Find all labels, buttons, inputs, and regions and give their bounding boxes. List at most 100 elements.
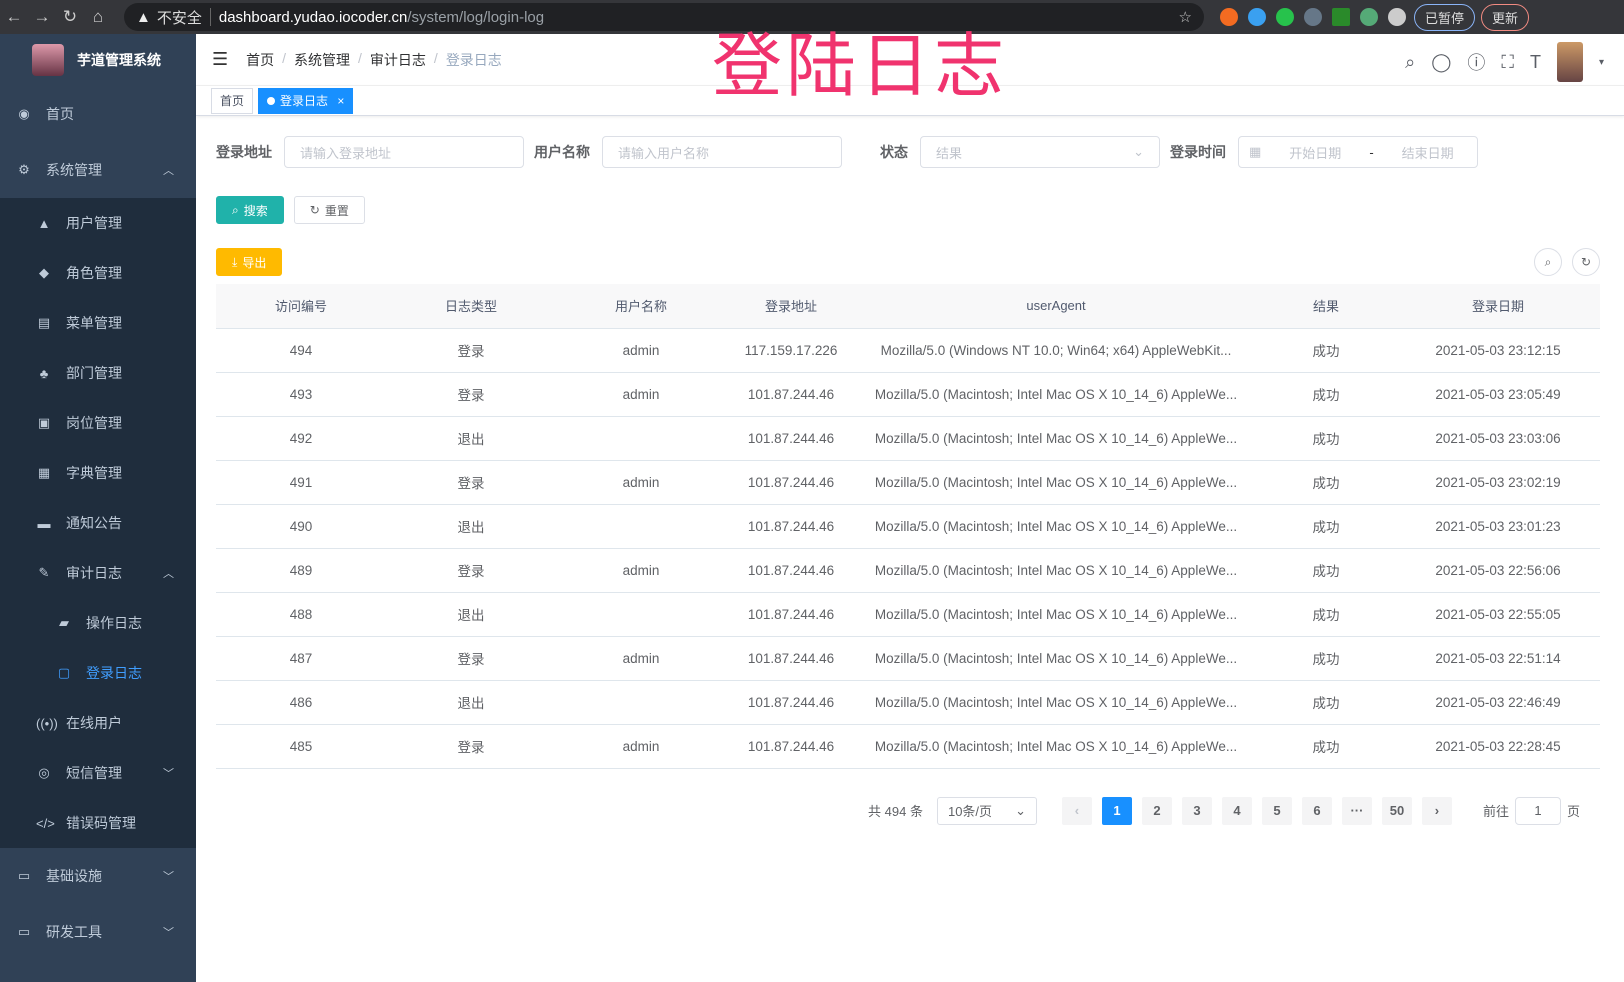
table-row[interactable]: 489 登录 admin 101.87.244.46 Mozilla/5.0 (Maci…	[216, 548, 1600, 593]
page-button[interactable]: 3	[1181, 796, 1212, 825]
table-row[interactable]: 493 登录 admin 101.87.244.46 Mozilla/5.0 (Maci…	[216, 372, 1600, 417]
close-icon[interactable]: ×	[337, 93, 345, 108]
next-page-button[interactable]: ›	[1421, 796, 1452, 825]
page-button[interactable]: 2	[1141, 796, 1172, 825]
table-row[interactable]: 485 登录 admin 101.87.244.46 Mozilla/5.0 (Maci…	[216, 724, 1600, 769]
sidebar-item-sms[interactable]: ◎ 短信管理 ﹀	[0, 748, 196, 798]
sidebar-item-login-log[interactable]: ▢ 登录日志	[0, 648, 196, 698]
table-cell: 101.87.244.46	[726, 724, 856, 769]
table-cell: 成功	[1256, 592, 1396, 637]
address-bar[interactable]: ▲ 不安全 dashboard.yudao.iocoder.cn/system/…	[124, 3, 1204, 31]
breadcrumb-item: 登录日志	[445, 51, 502, 68]
toggle-search-button[interactable]: ⌕	[1534, 248, 1562, 276]
table-cell: 登录	[386, 548, 556, 593]
breadcrumb-item[interactable]: 系统管理	[294, 51, 351, 68]
tag-login-log[interactable]: 登录日志 ×	[258, 87, 354, 114]
table-row[interactable]: 487 登录 admin 101.87.244.46 Mozilla/5.0 (Maci…	[216, 636, 1600, 681]
page-button[interactable]: ···	[1341, 796, 1372, 825]
prev-page-button[interactable]: ‹	[1061, 796, 1092, 825]
update-button[interactable]: 更新	[1481, 3, 1530, 31]
table-row[interactable]: 488 退出 101.87.244.46 Mozilla/5.0 (Macintosh…	[216, 592, 1600, 637]
table-cell: Mozilla/5.0 (Macintosh; Intel Mac OS X 1…	[856, 636, 1256, 681]
page-button[interactable]: 5	[1261, 796, 1292, 825]
puzzle-icon[interactable]	[1388, 8, 1406, 26]
bookmark-star-icon[interactable]: ☆	[1178, 9, 1192, 26]
hamburger-icon[interactable]: ☰	[212, 49, 229, 69]
search-icon[interactable]: ⌕	[1405, 51, 1416, 72]
reset-button[interactable]: ↻ 重置	[293, 196, 365, 224]
table-cell: 退出	[386, 416, 556, 461]
sidebar-item-menu[interactable]: ▤ 菜单管理	[0, 298, 196, 348]
page-button[interactable]: 4	[1221, 796, 1252, 825]
refresh-button[interactable]: ↻	[1572, 248, 1600, 276]
address-input[interactable]: 请输入登录地址	[284, 136, 524, 168]
table-cell: admin	[556, 372, 726, 417]
sidebar-item-role[interactable]: ◆ 角色管理	[0, 248, 196, 298]
github-icon[interactable]: ◯	[1431, 51, 1452, 72]
sidebar-item-online[interactable]: ((•)) 在线用户	[0, 698, 196, 748]
table-cell: 488	[216, 592, 386, 637]
search-button[interactable]: ⌕ 搜索	[216, 196, 284, 224]
sidebar-item-error-code[interactable]: </> 错误码管理	[0, 798, 196, 848]
breadcrumb-item[interactable]: 审计日志	[369, 51, 426, 68]
font-size-icon[interactable]: T	[1529, 51, 1541, 72]
forward-icon[interactable]: →	[33, 7, 51, 26]
table-cell	[556, 416, 726, 461]
question-icon[interactable]: ⓘ	[1467, 53, 1486, 73]
table-row[interactable]: 490 退出 101.87.244.46 Mozilla/5.0 (Macintosh…	[216, 504, 1600, 549]
extension-icon[interactable]	[1360, 8, 1378, 26]
extension-icon[interactable]	[1276, 8, 1294, 26]
app-logo[interactable]: 芋道管理系统	[0, 34, 196, 86]
profile-button[interactable]: 已暂停	[1414, 3, 1476, 31]
date-range-picker[interactable]: ▦ 开始日期 - 结束日期	[1238, 136, 1478, 168]
extension-icon[interactable]	[1220, 8, 1238, 26]
table-cell: Mozilla/5.0 (Macintosh; Intel Mac OS X 1…	[856, 592, 1256, 637]
table-cell: 2021-05-03 23:05:49	[1396, 372, 1600, 417]
table-row[interactable]: 494 登录 admin 117.159.17.226 Mozilla/5.0 (Win…	[216, 328, 1600, 373]
logininfor-icon: ▢	[57, 665, 71, 680]
table-row[interactable]: 486 退出 101.87.244.46 Mozilla/5.0 (Macintosh…	[216, 680, 1600, 725]
table-cell: admin	[556, 460, 726, 505]
table-row[interactable]: 491 登录 admin 101.87.244.46 Mozilla/5.0 (Maci…	[216, 460, 1600, 505]
sidebar-item-tool[interactable]: ▭ 研发工具 ﹀	[0, 904, 196, 960]
reload-icon[interactable]: ↻	[62, 7, 78, 26]
start-date[interactable]: 开始日期	[1289, 145, 1342, 161]
sidebar-item-system[interactable]: ⚙ 系统管理 ︿	[0, 142, 196, 198]
breadcrumb-item[interactable]: 首页	[246, 51, 275, 68]
tag-home[interactable]: 首页	[211, 87, 254, 114]
extension-icon[interactable]	[1332, 8, 1350, 26]
page-button[interactable]: 50	[1381, 796, 1412, 825]
table-row[interactable]: 492 退出 101.87.244.46 Mozilla/5.0 (Macintosh…	[216, 416, 1600, 461]
end-date[interactable]: 结束日期	[1401, 145, 1454, 161]
sidebar-item-dict[interactable]: ▦ 字典管理	[0, 448, 196, 498]
sidebar-item-notice[interactable]: ▬ 通知公告	[0, 498, 196, 548]
sidebar-item-infra[interactable]: ▭ 基础设施 ﹀	[0, 848, 196, 904]
log-icon: ✎	[38, 565, 50, 580]
sidebar-item-operate-log[interactable]: ▰ 操作日志	[0, 598, 196, 648]
table-cell: 485	[216, 724, 386, 769]
back-icon[interactable]: ←	[5, 7, 23, 26]
status-label: 状态	[880, 144, 908, 160]
extension-icon[interactable]	[1304, 8, 1322, 26]
fullscreen-icon[interactable]: ⛶	[1501, 51, 1514, 72]
page-button[interactable]: 1	[1101, 796, 1132, 825]
goto-page-input[interactable]: 1	[1514, 796, 1561, 825]
status-select[interactable]: 结果 ⌄	[920, 136, 1160, 168]
home-icon[interactable]: ⌂	[92, 7, 104, 26]
sidebar-item-audit-log[interactable]: ✎ 审计日志 ︿	[0, 548, 196, 598]
sidebar-item-dept[interactable]: ♣ 部门管理	[0, 348, 196, 398]
username-input[interactable]: 请输入用户名称	[602, 136, 842, 168]
sidebar-item-post[interactable]: ▣ 岗位管理	[0, 398, 196, 448]
sidebar-item-home[interactable]: ◉ 首页	[0, 86, 196, 142]
page-button[interactable]: 6	[1301, 796, 1332, 825]
page-size-select[interactable]: 10条/页 ⌄	[936, 796, 1037, 825]
caret-down-icon[interactable]: ▾	[1598, 56, 1604, 68]
tag-label: 登录日志	[280, 93, 329, 108]
download-icon: ⤓	[232, 254, 238, 269]
avatar[interactable]	[1556, 42, 1583, 82]
extension-icon[interactable]	[1248, 8, 1266, 26]
sidebar-item-user[interactable]: ▲ 用户管理	[0, 198, 196, 248]
export-button[interactable]: ⤓ 导出	[216, 248, 283, 276]
table-cell: 成功	[1256, 460, 1396, 505]
time-label: 登录时间	[1170, 144, 1226, 160]
